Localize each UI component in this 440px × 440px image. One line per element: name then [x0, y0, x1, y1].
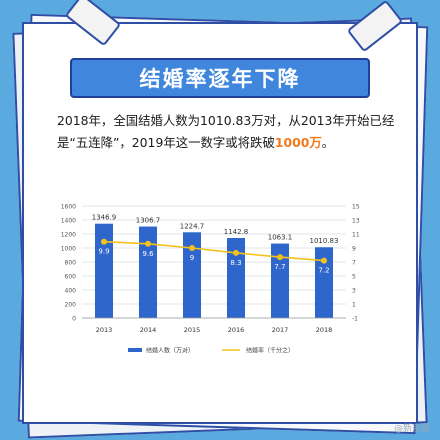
rate-line: 9.9 9.6 9 8.3 7.7 7.2	[98, 238, 330, 275]
left-tick-label: 0	[72, 316, 76, 323]
rate-value-label: 7.7	[274, 263, 285, 271]
x-tick-label: 2017	[272, 326, 289, 334]
rate-point	[233, 249, 239, 256]
right-tick-label: -1	[352, 316, 358, 323]
bar	[227, 238, 245, 318]
x-tick-label: 2016	[228, 326, 245, 334]
bar	[315, 247, 333, 318]
right-tick-label: 5	[352, 274, 356, 281]
watermark: @新京报	[393, 424, 430, 434]
right-tick-label: 15	[352, 204, 360, 211]
bar	[139, 226, 157, 318]
right-tick-label: 11	[352, 232, 360, 239]
legend-bar-swatch	[128, 348, 142, 352]
right-tick-label: 1	[352, 302, 356, 309]
grid-lines	[82, 205, 346, 319]
legend-bar-label: 结婚人数（万对）	[146, 347, 194, 355]
right-tick-label: 13	[352, 218, 360, 225]
bar-value-label: 1142.8	[224, 228, 249, 236]
rate-point	[277, 254, 283, 261]
rate-line-path	[103, 240, 325, 262]
legend: 结婚人数（万对） 结婚率（千分之）	[128, 347, 294, 355]
x-axis: 2013 2014 2015 2016 2017 2018	[82, 317, 346, 334]
description-highlight: 1000万	[274, 135, 322, 150]
headline-banner: 结婚率逐年下降	[70, 58, 370, 98]
x-tick-label: 2014	[140, 326, 157, 334]
left-tick-label: 1000	[61, 246, 76, 253]
rate-point	[101, 238, 107, 245]
x-tick-label: 2015	[184, 326, 201, 334]
rate-value-label: 9.6	[142, 250, 154, 258]
x-tick-label: 2013	[96, 326, 113, 334]
bar-value-label: 1346.9	[92, 214, 117, 222]
rate-point	[145, 240, 151, 247]
description-part-1: 2018年，全国结婚人数为1010.83万对，从2013年开始已经是“五连降”，…	[57, 113, 395, 150]
left-tick-label: 400	[65, 288, 77, 295]
rate-value-label: 7.2	[318, 267, 329, 275]
description-part-2: 。	[321, 135, 335, 150]
left-axis: 0 200 400 600 800 1000 1200 1400 1600	[61, 204, 76, 323]
bar	[183, 232, 201, 318]
left-tick-label: 1600	[61, 204, 76, 211]
right-tick-label: 7	[352, 260, 356, 267]
x-tick-label: 2018	[316, 326, 333, 334]
right-tick-label: 9	[352, 246, 356, 253]
bar-value-label: 1063.1	[268, 234, 293, 242]
bar	[271, 243, 289, 318]
bar	[95, 223, 113, 318]
description-text: 2018年，全国结婚人数为1010.83万对，从2013年开始已经是“五连降”，…	[57, 110, 395, 154]
left-tick-label: 1200	[61, 232, 76, 239]
left-tick-label: 800	[65, 260, 77, 267]
left-tick-label: 1400	[61, 218, 76, 225]
left-tick-label: 600	[65, 274, 77, 281]
rate-point	[189, 245, 195, 251]
rate-value-label: 9.9	[98, 248, 109, 256]
bars: 1346.9 1306.7 1224.7 1142.8 1063.1 1010.83	[92, 214, 339, 318]
legend-line-label: 结婚率（千分之）	[246, 347, 294, 355]
rate-value-label: 9	[190, 254, 194, 262]
left-tick-label: 200	[65, 302, 77, 309]
right-tick-label: 3	[352, 288, 356, 295]
bar-value-label: 1224.7	[180, 222, 205, 230]
bar-value-label: 1306.7	[136, 217, 161, 225]
rate-value-label: 8.3	[230, 259, 241, 267]
bar-value-label: 1010.83	[310, 237, 339, 245]
rate-point	[321, 257, 327, 264]
